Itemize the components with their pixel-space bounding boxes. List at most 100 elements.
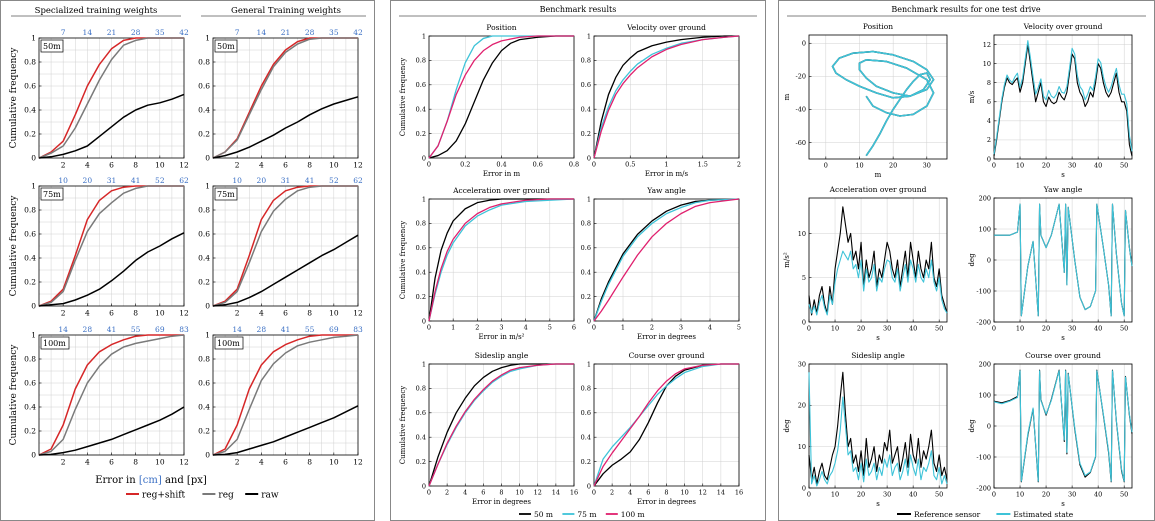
x-tick-label: 10 — [680, 489, 688, 497]
distance-label-text: 100m — [217, 339, 240, 348]
training-weights-panel: Specialized training weights General Trai… — [0, 0, 375, 521]
y-tick-label: 0 — [587, 154, 591, 162]
subplot-xlabel: s — [876, 500, 880, 508]
y-tick-label: 1 — [587, 195, 591, 203]
y-tick-label: 0.6 — [581, 244, 591, 252]
x-tick-label: 0 — [427, 161, 431, 169]
y-tick-label: 200 — [979, 360, 991, 368]
y-tick-label: 0.6 — [24, 379, 36, 388]
y-axis-label: Cumulative frequency — [9, 344, 19, 446]
x-tick-label: 10 — [155, 161, 165, 170]
series-line-estimated-state — [831, 50, 935, 157]
bench-4-axes: 0 2 4 6 8 10 12 14 16 0 0.2 0.4 0.6 0.8 1 — [416, 360, 578, 496]
top-tick-label: 31 — [107, 176, 117, 185]
top-tick-label: 21 — [281, 28, 291, 37]
y-axis-label: Cumulative frequency — [399, 58, 407, 136]
y-tick-label: 0.4 — [24, 254, 36, 263]
test-drive-figure: Benchmark results for one test drive 0 10 2… — [783, 5, 1146, 519]
top-tick-label: 10 — [232, 176, 242, 185]
tw-0-1-axes: 2 4 6 8 10 12 0 0.2 0.4 0.6 0.8 1 — [24, 182, 189, 318]
drive-5-axes: 0 10 20 30 40 50 200 100 0 -100 -200 — [976, 360, 1133, 499]
series-line-estimated-state — [808, 250, 948, 316]
subplot-title: Yaw angle — [646, 186, 686, 195]
series-line-100-m — [428, 198, 574, 322]
x-tick-label: 12 — [179, 458, 189, 467]
x-tick-label: 6 — [572, 324, 576, 332]
y-tick-label: 0 — [987, 422, 991, 430]
x-tick-label: 40 — [1094, 491, 1102, 499]
x-tick-label: 5 — [737, 324, 741, 332]
x-tick-label: 1.5 — [698, 161, 708, 169]
series-line-raw — [38, 232, 185, 307]
y-tick-label: 1 — [587, 360, 591, 368]
tw-1-1-axes: 2 4 6 8 10 12 0 0.2 0.4 0.6 0.8 1 — [198, 182, 363, 318]
subplot-ylabel: deg — [783, 419, 791, 433]
y-tick-label: 0.2 — [24, 427, 36, 436]
general-title: General Training weights — [231, 6, 341, 16]
series-line-75-m — [593, 198, 740, 322]
bench-5-axes: 0 2 4 6 8 10 12 14 16 0 0.2 0.4 0.6 0.8 1 — [581, 360, 743, 496]
y-tick-label: 0.4 — [198, 254, 210, 263]
x-tick-label: 0 — [592, 161, 596, 169]
top-tick-label: 69 — [155, 325, 165, 334]
x-tick-label: 12 — [179, 309, 189, 318]
legend-label: Estimated state — [1013, 510, 1073, 519]
y-tick-label: 0 — [205, 302, 210, 311]
series-line-reg — [38, 334, 185, 456]
x-tick-label: 20 — [1042, 325, 1050, 333]
series-line-reference-sensor — [831, 50, 935, 157]
series-line-50-m — [428, 363, 574, 487]
top-tick-label: 41 — [305, 176, 315, 185]
x-tick-label: 6 — [646, 489, 650, 497]
x-tick-label: 12 — [353, 161, 363, 170]
x-tick-label: 8 — [133, 458, 138, 467]
distance-label: 100m — [214, 336, 244, 350]
series-line-75-m — [428, 198, 575, 322]
subplot-ylabel: m/s — [968, 90, 976, 103]
y-tick-label: 2 — [987, 136, 991, 144]
x-tick-label: 50 — [1120, 162, 1128, 170]
y-tick-label: 5 — [802, 274, 806, 282]
x-tick-label: 0 — [427, 324, 431, 332]
y-tick-label: 0.2 — [416, 458, 426, 466]
x-tick-label: 20 — [857, 491, 865, 499]
y-tick-label: 0 — [422, 482, 426, 490]
x-tick-label: 10 — [831, 491, 839, 499]
x-tick-label: 2 — [61, 161, 66, 170]
x-tick-label: 6 — [109, 458, 114, 467]
series-line-raw — [38, 406, 185, 456]
series-line-estimated-state — [993, 40, 1133, 155]
x-tick-label: 0.4 — [496, 161, 506, 169]
distance-label-box — [40, 39, 64, 53]
tw-1-0-axes: 2 4 6 8 10 12 0 0.2 0.4 0.6 0.8 1 — [198, 34, 363, 170]
subplot-ylabel: deg — [968, 419, 976, 433]
legend-item: Reference sensor — [897, 510, 981, 519]
y-tick-label: 0.8 — [416, 57, 426, 65]
subplot-xlabel: m — [875, 171, 882, 179]
x-tick-label: 14 — [552, 489, 560, 497]
x-tick-label: 20 — [1042, 162, 1050, 170]
y-tick-label: 0 — [422, 154, 426, 162]
x-tick-label: 50 — [1120, 491, 1128, 499]
series-line-100-m — [593, 198, 740, 322]
x-tick-label: 8 — [664, 489, 668, 497]
legend-item-raw: raw — [245, 491, 279, 501]
x-tick-label: 8 — [133, 309, 138, 318]
top-tick-label: 28 — [305, 28, 315, 37]
y-tick-label: 0.2 — [416, 130, 426, 138]
x-tick-label: 1 — [451, 324, 455, 332]
y-tick-label: 1 — [205, 34, 210, 43]
x-tick-label: 2 — [61, 458, 66, 467]
legend-label: raw — [261, 491, 279, 501]
x-tick-label: 12 — [534, 489, 542, 497]
x-tick-label: 0 — [807, 325, 811, 333]
subplot-title: Velocity over ground — [1023, 22, 1103, 31]
top-tick-label: 52 — [155, 176, 165, 185]
top-tick-label: 14 — [83, 28, 93, 37]
y-tick-label: 0.2 — [416, 293, 426, 301]
y-tick-label: 0.8 — [581, 220, 591, 228]
x-tick-label: 12 — [353, 458, 363, 467]
y-tick-label: 0.6 — [416, 409, 426, 417]
series-line-estimated-state — [808, 372, 948, 487]
y-tick-label: 1 — [422, 32, 426, 40]
